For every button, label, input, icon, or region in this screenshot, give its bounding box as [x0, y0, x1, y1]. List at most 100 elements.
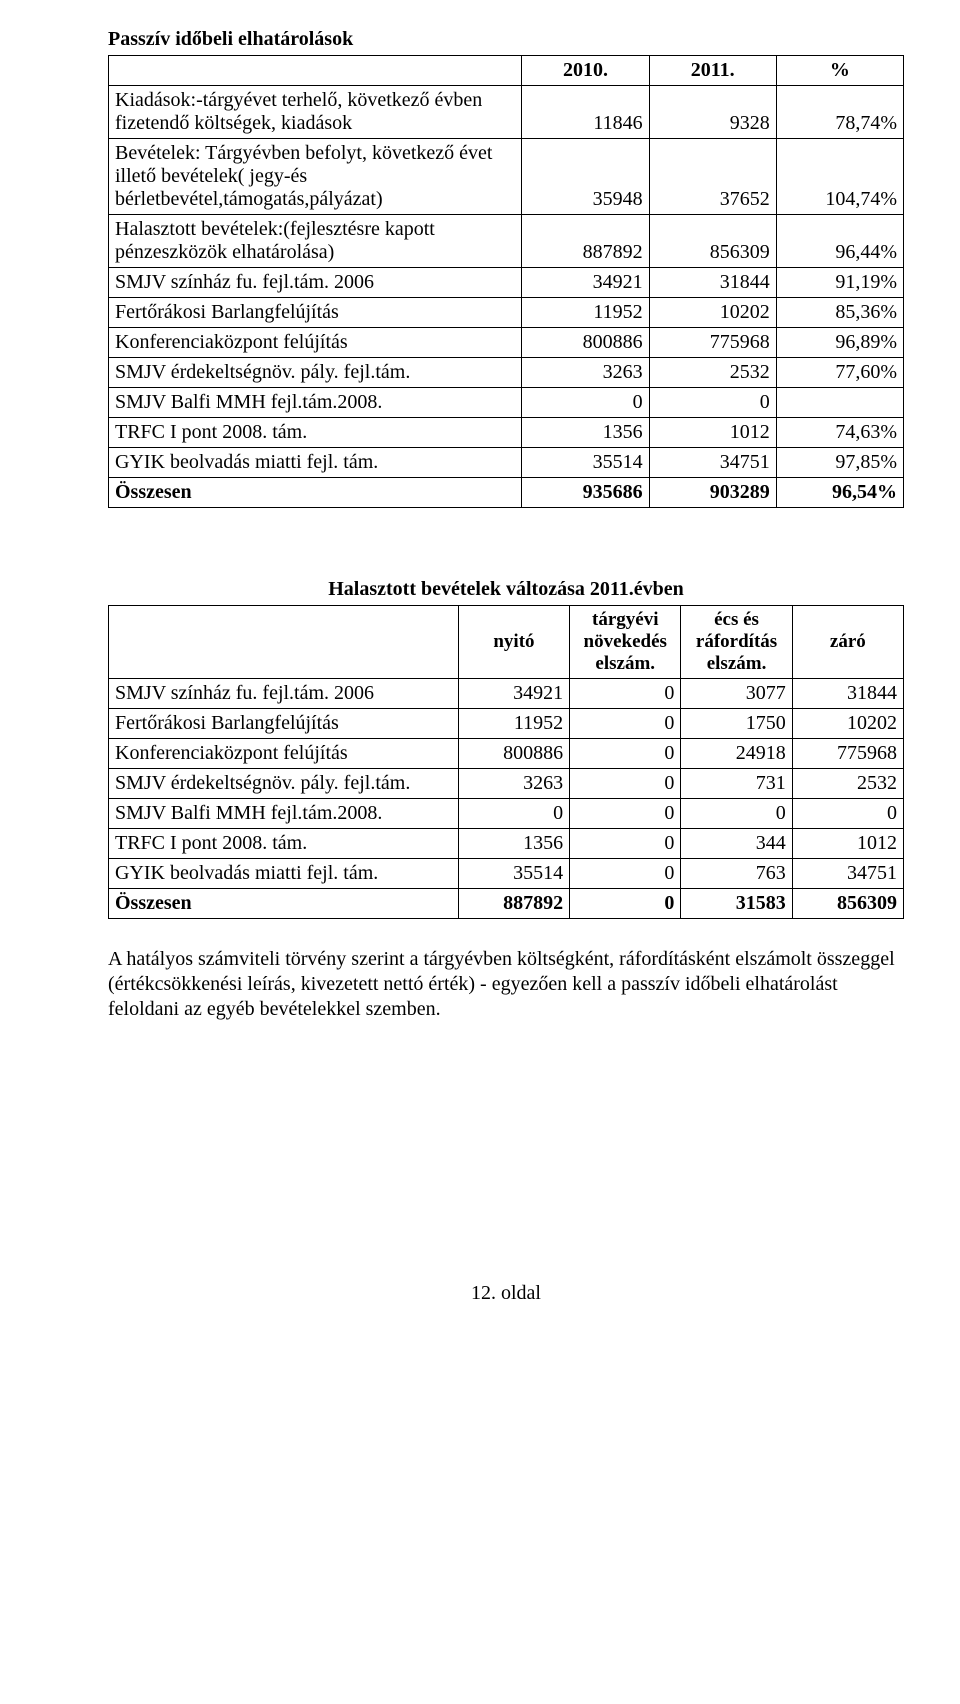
col-header: záró	[792, 606, 903, 679]
cell: 0	[792, 799, 903, 829]
cell: 856309	[649, 215, 776, 268]
cell: 35514	[458, 859, 569, 889]
page-footer: 12. oldal	[108, 1282, 904, 1305]
cell: 887892	[458, 889, 569, 919]
cell: 0	[570, 769, 681, 799]
row-label: Kiadások:-tárgyévet terhelő, következő é…	[109, 86, 522, 139]
row-label: GYIK beolvadás miatti fejl. tám.	[109, 448, 522, 478]
row-label: TRFC I pont 2008. tám.	[109, 829, 459, 859]
row-label: SMJV színház fu. fejl.tám. 2006	[109, 679, 459, 709]
cell: 34751	[649, 448, 776, 478]
cell: 34921	[522, 268, 649, 298]
cell: 1750	[681, 709, 792, 739]
cell: 763	[681, 859, 792, 889]
cell: 10202	[792, 709, 903, 739]
cell: 34751	[792, 859, 903, 889]
table-row: TRFC I pont 2008. tám.1356101274,63%	[109, 418, 904, 448]
cell: 0	[681, 799, 792, 829]
cell: 9328	[649, 86, 776, 139]
table-row: Összesen93568690328996,54%	[109, 478, 904, 508]
cell: 1356	[522, 418, 649, 448]
row-label: Fertőrákosi Barlangfelújítás	[109, 298, 522, 328]
cell: 0	[570, 829, 681, 859]
row-label: SMJV Balfi MMH fejl.tám.2008.	[109, 799, 459, 829]
cell: 11846	[522, 86, 649, 139]
table-row: TRFC I pont 2008. tám.135603441012	[109, 829, 904, 859]
row-label: Összesen	[109, 889, 459, 919]
row-label: SMJV érdekeltségnöv. pály. fejl.tám.	[109, 769, 459, 799]
cell: 96,89%	[776, 328, 903, 358]
cell: 0	[570, 709, 681, 739]
cell: 0	[649, 388, 776, 418]
cell: 35514	[522, 448, 649, 478]
cell: 800886	[522, 328, 649, 358]
row-label: Fertőrákosi Barlangfelújítás	[109, 709, 459, 739]
table-row: SMJV érdekeltségnöv. pály. fejl.tám.3263…	[109, 769, 904, 799]
cell: 344	[681, 829, 792, 859]
col-header: nyitó	[458, 606, 569, 679]
row-label: Halasztott bevételek:(fejlesztésre kapot…	[109, 215, 522, 268]
row-label: Összesen	[109, 478, 522, 508]
table-row: Konferenciaközpont felújítás800886024918…	[109, 739, 904, 769]
cell: 104,74%	[776, 139, 903, 215]
cell: 935686	[522, 478, 649, 508]
cell: 96,44%	[776, 215, 903, 268]
cell: 903289	[649, 478, 776, 508]
table-row: SMJV színház fu. fejl.tám. 2006349213184…	[109, 268, 904, 298]
col-header: %	[776, 56, 903, 86]
paragraph: A hatályos számviteli törvény szerint a …	[108, 947, 904, 1022]
table-row: Konferenciaközpont felújítás800886775968…	[109, 328, 904, 358]
table-row: GYIK beolvadás miatti fejl. tám.35514076…	[109, 859, 904, 889]
cell: 731	[681, 769, 792, 799]
cell: 85,36%	[776, 298, 903, 328]
cell: 11952	[458, 709, 569, 739]
table-2: nyitó tárgyévi növekedés elszám. écs és …	[108, 605, 904, 919]
table-row: Fertőrákosi Barlangfelújítás119521020285…	[109, 298, 904, 328]
row-label: Konferenciaközpont felújítás	[109, 739, 459, 769]
cell: 91,19%	[776, 268, 903, 298]
cell: 0	[570, 859, 681, 889]
table-1: 2010. 2011. % Kiadások:-tárgyévet terhel…	[108, 55, 904, 508]
cell: 31844	[649, 268, 776, 298]
cell	[776, 388, 903, 418]
table-row: nyitó tárgyévi növekedés elszám. écs és …	[109, 606, 904, 679]
cell: 34921	[458, 679, 569, 709]
cell: 37652	[649, 139, 776, 215]
col-header: tárgyévi növekedés elszám.	[570, 606, 681, 679]
cell: 0	[522, 388, 649, 418]
table-row: 2010. 2011. %	[109, 56, 904, 86]
col-header: écs és ráfordítás elszám.	[681, 606, 792, 679]
cell: 35948	[522, 139, 649, 215]
cell: 97,85%	[776, 448, 903, 478]
table-row: GYIK beolvadás miatti fejl. tám.35514347…	[109, 448, 904, 478]
cell: 2532	[649, 358, 776, 388]
row-label: Konferenciaközpont felújítás	[109, 328, 522, 358]
section-title-1: Passzív időbeli elhatárolások	[108, 28, 904, 51]
col-header: 2011.	[649, 56, 776, 86]
cell: 74,63%	[776, 418, 903, 448]
cell: 3263	[458, 769, 569, 799]
cell: 0	[570, 889, 681, 919]
row-label: SMJV érdekeltségnöv. pály. fejl.tám.	[109, 358, 522, 388]
row-label: SMJV Balfi MMH fejl.tám.2008.	[109, 388, 522, 418]
cell: 96,54%	[776, 478, 903, 508]
cell: 0	[570, 739, 681, 769]
cell: 0	[570, 799, 681, 829]
table-row: Összesen887892031583856309	[109, 889, 904, 919]
cell: 3263	[522, 358, 649, 388]
cell: 78,74%	[776, 86, 903, 139]
row-label: SMJV színház fu. fejl.tám. 2006	[109, 268, 522, 298]
cell: 1012	[792, 829, 903, 859]
cell: 1012	[649, 418, 776, 448]
cell: 77,60%	[776, 358, 903, 388]
cell: 775968	[792, 739, 903, 769]
cell: 800886	[458, 739, 569, 769]
col-header: 2010.	[522, 56, 649, 86]
table-row: SMJV érdekeltségnöv. pály. fejl.tám.3263…	[109, 358, 904, 388]
row-label: TRFC I pont 2008. tám.	[109, 418, 522, 448]
cell: 24918	[681, 739, 792, 769]
cell: 0	[458, 799, 569, 829]
cell: 2532	[792, 769, 903, 799]
row-label: Bevételek: Tárgyévben befolyt, következő…	[109, 139, 522, 215]
cell: 3077	[681, 679, 792, 709]
